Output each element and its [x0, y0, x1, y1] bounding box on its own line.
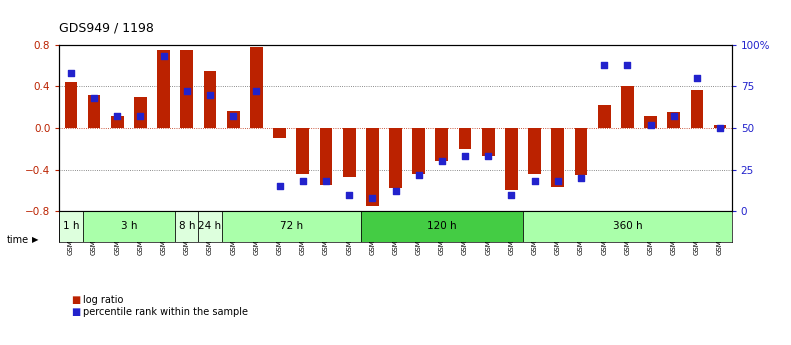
- Bar: [203, 71, 217, 128]
- Bar: [273, 128, 286, 138]
- Text: ■: ■: [71, 307, 81, 317]
- Point: [644, 122, 657, 128]
- Point: [65, 70, 78, 76]
- Point: [297, 178, 309, 184]
- Bar: [644, 116, 657, 128]
- Bar: [482, 128, 494, 156]
- Bar: [82, 211, 176, 241]
- Point: [204, 92, 217, 98]
- Text: GDS949 / 1198: GDS949 / 1198: [59, 21, 154, 34]
- Text: ▶: ▶: [32, 235, 38, 244]
- Point: [436, 159, 448, 164]
- Bar: [459, 128, 471, 149]
- Point: [227, 114, 240, 119]
- Bar: [343, 128, 355, 177]
- Point: [320, 178, 332, 184]
- Text: 360 h: 360 h: [612, 221, 642, 231]
- Text: 1 h: 1 h: [62, 221, 79, 231]
- Point: [111, 114, 123, 119]
- Bar: [59, 211, 82, 241]
- Bar: [65, 82, 78, 128]
- Point: [343, 192, 355, 197]
- Point: [180, 89, 193, 94]
- Point: [574, 175, 587, 181]
- Bar: [691, 90, 703, 128]
- Bar: [366, 128, 379, 206]
- Bar: [111, 116, 123, 128]
- Bar: [180, 50, 193, 128]
- Point: [528, 178, 541, 184]
- Bar: [436, 128, 448, 161]
- Bar: [528, 128, 541, 174]
- Point: [273, 184, 286, 189]
- Bar: [88, 95, 100, 128]
- Point: [505, 192, 518, 197]
- Bar: [505, 128, 518, 190]
- Text: 24 h: 24 h: [199, 221, 221, 231]
- Bar: [320, 128, 332, 185]
- Point: [412, 172, 425, 177]
- Point: [551, 178, 564, 184]
- Bar: [412, 128, 425, 174]
- Point: [621, 62, 634, 68]
- Bar: [227, 111, 240, 128]
- Bar: [250, 47, 263, 128]
- Bar: [523, 211, 732, 241]
- Bar: [157, 50, 170, 128]
- Text: percentile rank within the sample: percentile rank within the sample: [83, 307, 248, 317]
- Bar: [621, 87, 634, 128]
- Point: [459, 154, 471, 159]
- Bar: [176, 211, 199, 241]
- Point: [668, 114, 680, 119]
- Text: 8 h: 8 h: [179, 221, 195, 231]
- Point: [250, 89, 263, 94]
- Point: [88, 95, 100, 101]
- Bar: [551, 128, 564, 187]
- Point: [713, 125, 726, 131]
- Point: [157, 54, 170, 59]
- Point: [134, 114, 147, 119]
- Point: [598, 62, 611, 68]
- Bar: [598, 105, 611, 128]
- Point: [389, 188, 402, 194]
- Text: log ratio: log ratio: [83, 295, 123, 305]
- Bar: [668, 112, 680, 128]
- Point: [482, 154, 494, 159]
- Text: 3 h: 3 h: [121, 221, 137, 231]
- Text: 120 h: 120 h: [427, 221, 456, 231]
- Point: [691, 75, 703, 81]
- Text: ■: ■: [71, 295, 81, 305]
- Point: [366, 195, 379, 201]
- Bar: [199, 211, 221, 241]
- Text: time: time: [6, 235, 28, 245]
- Bar: [389, 128, 402, 188]
- Bar: [134, 97, 147, 128]
- Bar: [574, 128, 588, 175]
- Bar: [297, 128, 309, 174]
- Bar: [361, 211, 523, 241]
- Text: 72 h: 72 h: [279, 221, 303, 231]
- Bar: [713, 125, 726, 128]
- Bar: [221, 211, 361, 241]
